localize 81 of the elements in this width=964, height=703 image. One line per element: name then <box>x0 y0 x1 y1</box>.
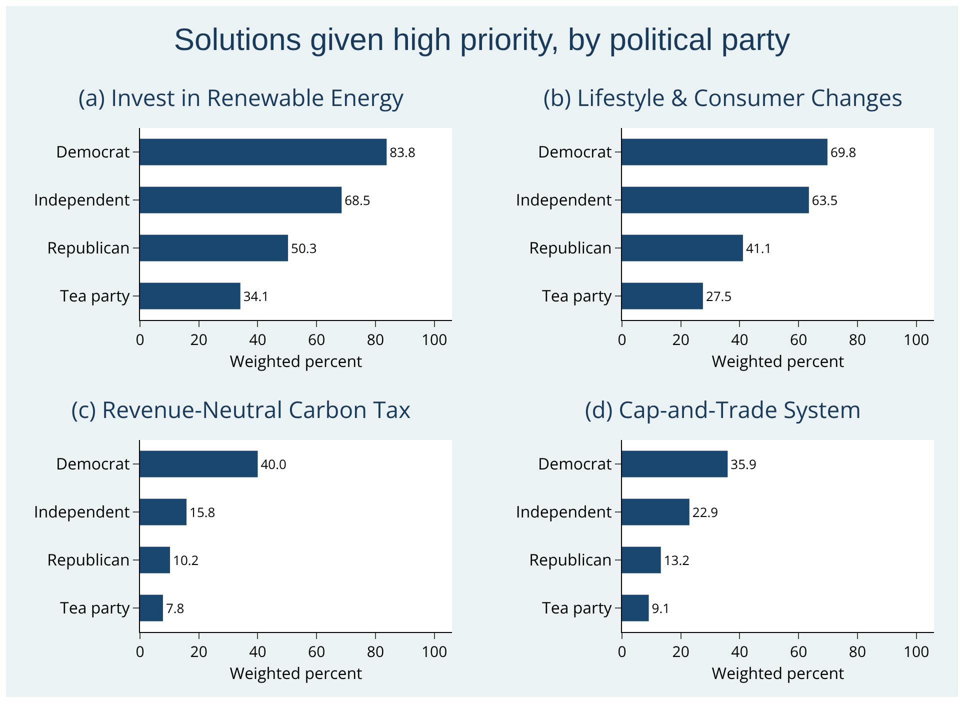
bar <box>140 138 387 166</box>
x-axis-title: Weighted percent <box>712 662 844 684</box>
y-tick-label: Democrat <box>56 452 130 475</box>
x-tick-label: 40 <box>731 330 748 350</box>
x-tick-label: 20 <box>190 330 208 350</box>
bar <box>622 234 743 262</box>
x-tick-label: 60 <box>790 330 808 350</box>
x-tick-label: 100 <box>903 330 930 350</box>
data-label: 69.8 <box>830 143 856 161</box>
data-label: 50.3 <box>291 239 317 257</box>
y-tick-label: Independent <box>34 188 130 211</box>
bar <box>622 138 828 166</box>
bar <box>622 498 690 526</box>
y-tick-label: Republican <box>529 548 612 571</box>
data-label: 35.9 <box>730 455 756 473</box>
data-label: 40.0 <box>260 455 286 473</box>
data-label: 41.1 <box>746 239 772 257</box>
bar <box>622 186 809 214</box>
x-tick-label: 40 <box>249 642 266 662</box>
data-label: 13.2 <box>664 551 690 569</box>
data-label: 83.8 <box>390 143 416 161</box>
data-label: 9.1 <box>652 599 670 617</box>
text: Solutions given high priority, by political party <box>172 22 792 58</box>
chart-title: (c) Revenue-Neutral Carbon Tax <box>71 393 411 426</box>
y-tick-label: Republican <box>529 236 612 259</box>
y-tick-label: Independent <box>516 188 612 211</box>
bar <box>140 450 258 478</box>
x-tick-label: 80 <box>366 642 384 662</box>
x-tick-label: 100 <box>903 642 930 662</box>
x-tick-label: 100 <box>421 330 448 350</box>
data-label: 63.5 <box>812 191 838 209</box>
data-label: 10.2 <box>173 551 199 569</box>
bar <box>140 234 288 262</box>
data-label: 34.1 <box>243 287 270 305</box>
bar <box>140 498 187 526</box>
x-tick-label: 0 <box>136 642 144 662</box>
y-tick-label: Democrat <box>56 140 130 163</box>
y-tick-label: Tea party <box>60 596 131 619</box>
chart-title: (d) Cap-and-Trade System <box>584 393 862 426</box>
y-tick-label: Tea party <box>542 284 613 307</box>
x-tick-label: 20 <box>672 330 690 350</box>
chart-title: (a) Invest in Renewable Energy <box>78 81 404 114</box>
x-tick-label: 20 <box>672 642 690 662</box>
y-tick-label: Independent <box>34 500 130 523</box>
x-tick-label: 0 <box>618 642 626 662</box>
x-tick-label: 60 <box>790 642 808 662</box>
data-label: 22.9 <box>692 503 718 521</box>
chart-title: (b) Lifestyle & Consumer Changes <box>543 81 903 114</box>
x-tick-label: 80 <box>848 642 866 662</box>
y-tick-label: Republican <box>47 236 130 259</box>
bar <box>622 546 661 574</box>
x-axis-title: Weighted percent <box>230 350 362 372</box>
bar <box>622 450 728 478</box>
data-label: 27.5 <box>706 287 732 305</box>
x-tick-label: 0 <box>618 330 626 350</box>
data-label: 15.8 <box>190 503 216 521</box>
x-axis-title: Weighted percent <box>712 350 844 372</box>
y-tick-label: Democrat <box>538 140 612 163</box>
x-tick-label: 100 <box>421 642 448 662</box>
bar <box>140 282 240 310</box>
x-tick-label: 80 <box>366 330 384 350</box>
bar <box>622 282 703 310</box>
x-tick-label: 0 <box>136 330 144 350</box>
y-tick-label: Tea party <box>542 596 613 619</box>
bar <box>622 594 649 622</box>
y-tick-label: Democrat <box>538 452 612 475</box>
data-label: 68.5 <box>344 191 370 209</box>
x-tick-label: 60 <box>308 330 326 350</box>
y-tick-label: Republican <box>47 548 130 571</box>
y-tick-label: Independent <box>516 500 612 523</box>
data-label: 7.8 <box>166 599 184 617</box>
x-tick-label: 40 <box>249 330 266 350</box>
bar <box>140 594 163 622</box>
x-axis-title: Weighted percent <box>230 662 362 684</box>
bar <box>140 186 342 214</box>
x-tick-label: 60 <box>308 642 326 662</box>
y-tick-label: Tea party <box>60 284 131 307</box>
x-tick-label: 80 <box>848 330 866 350</box>
x-tick-label: 40 <box>731 642 748 662</box>
bar <box>140 546 170 574</box>
x-tick-label: 20 <box>190 642 208 662</box>
